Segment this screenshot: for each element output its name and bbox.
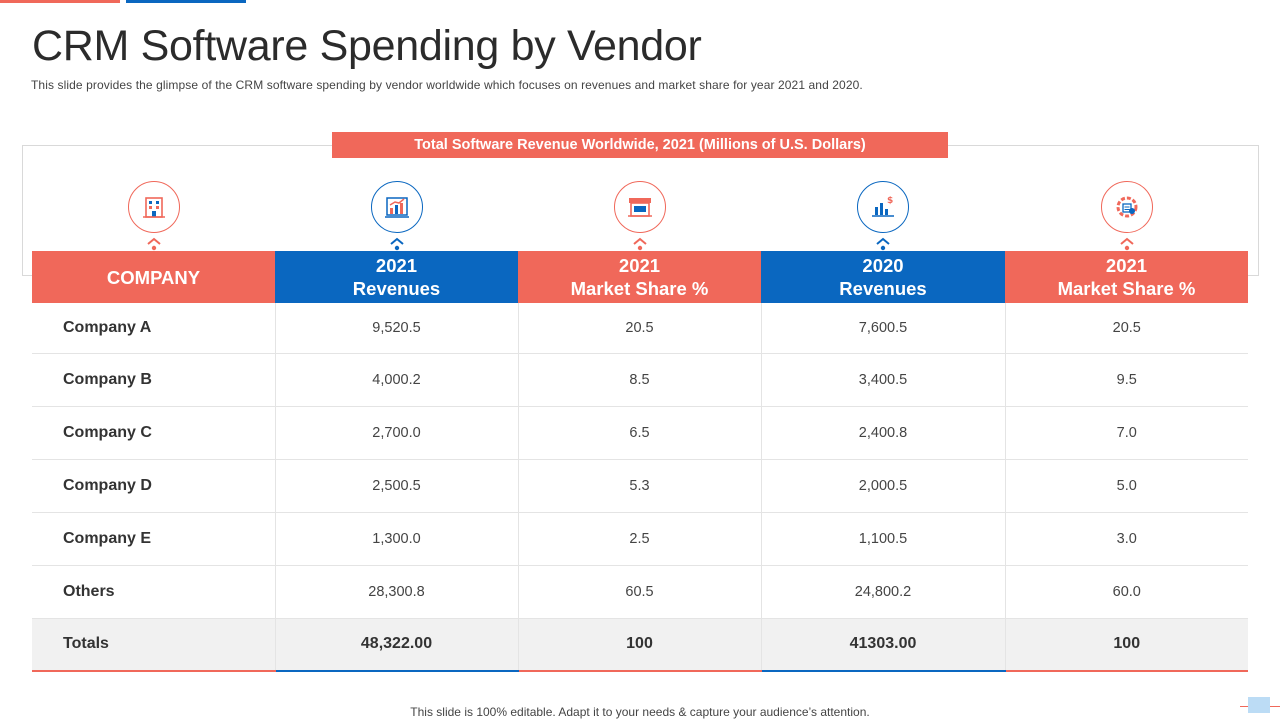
company-cell: Company B xyxy=(32,353,276,407)
rev-2021-cell: 1,300.0 xyxy=(275,512,519,566)
total-share-2021-cell: 100 xyxy=(518,618,762,672)
corner-accent-box xyxy=(1248,697,1270,713)
chart-growth-icon xyxy=(371,181,423,233)
rev-2021-cell: 28,300.8 xyxy=(275,565,519,619)
share-2021-cell: 8.5 xyxy=(518,353,762,407)
icon-group-2021-market-share-b xyxy=(1101,181,1153,253)
share-2021b-cell: 7.0 xyxy=(1005,406,1248,460)
share-2021b-cell: 3.0 xyxy=(1005,512,1248,566)
rev-2020-cell: 2,400.8 xyxy=(761,406,1006,460)
total-share-2021b-cell: 100 xyxy=(1005,618,1248,672)
table-row: Company B 4,000.2 8.5 3,400.5 9.5 xyxy=(32,353,1248,407)
icon-group-2020-revenues: $ xyxy=(857,181,909,253)
share-2021b-cell: 5.0 xyxy=(1005,459,1248,513)
icon-group-company xyxy=(128,181,180,253)
table-row: Others 28,300.8 60.5 24,800.2 60.0 xyxy=(32,565,1248,619)
rev-2021-cell: 4,000.2 xyxy=(275,353,519,407)
storefront-icon xyxy=(614,181,666,233)
table-row: Company A 9,520.5 20.5 7,600.5 20.5 xyxy=(32,303,1248,354)
share-2021b-cell: 60.0 xyxy=(1005,565,1248,619)
chevron-up-icon xyxy=(876,237,890,251)
table-row: Company C 2,700.0 6.5 2,400.8 7.0 xyxy=(32,406,1248,460)
building-icon xyxy=(128,181,180,233)
total-rev-2020-cell: 41303.00 xyxy=(761,618,1006,672)
rev-2020-cell: 2,000.5 xyxy=(761,459,1006,513)
slide-title: CRM Software Spending by Vendor xyxy=(32,22,702,70)
share-2021-cell: 2.5 xyxy=(518,512,762,566)
totals-label-cell: Totals xyxy=(32,618,276,672)
share-2021-cell: 20.5 xyxy=(518,303,762,354)
column-header-2021-market-share-b: 2021 Market Share % xyxy=(1005,251,1248,303)
top-accent-bar-red xyxy=(0,0,120,3)
rev-2021-cell: 2,700.0 xyxy=(275,406,519,460)
table-row: Company D 2,500.5 5.3 2,000.5 5.0 xyxy=(32,459,1248,513)
vendor-spending-table: COMPANY 2021 Revenues 2021 Market Share … xyxy=(32,251,1248,672)
total-rev-2021-cell: 48,322.00 xyxy=(275,618,519,672)
company-cell: Company D xyxy=(32,459,276,513)
share-2021b-cell: 9.5 xyxy=(1005,353,1248,407)
company-cell: Company E xyxy=(32,512,276,566)
column-header-2021-market-share: 2021 Market Share % xyxy=(518,251,761,303)
table-row: Company E 1,300.0 2.5 1,100.5 3.0 xyxy=(32,512,1248,566)
column-header-company: COMPANY xyxy=(32,251,275,303)
icon-group-2021-market-share xyxy=(614,181,666,253)
top-accent-bar-blue xyxy=(126,0,246,3)
chevron-up-icon xyxy=(1120,237,1134,251)
rev-2021-cell: 9,520.5 xyxy=(275,303,519,354)
column-header-2020-revenues: 2020 Revenues xyxy=(761,251,1005,303)
chevron-up-icon xyxy=(147,237,161,251)
totals-row: Totals 48,322.00 100 41303.00 100 xyxy=(32,618,1248,672)
slide-footer-note: This slide is 100% editable. Adapt it to… xyxy=(410,705,870,719)
gear-report-icon xyxy=(1101,181,1153,233)
column-header-2021-revenues: 2021 Revenues xyxy=(275,251,518,303)
revenue-banner: Total Software Revenue Worldwide, 2021 (… xyxy=(332,132,948,158)
slide-subtitle: This slide provides the glimpse of the C… xyxy=(31,78,863,92)
dollar-bar-chart-icon: $ xyxy=(857,181,909,233)
chevron-up-icon xyxy=(633,237,647,251)
company-cell: Company C xyxy=(32,406,276,460)
table-header-row: COMPANY 2021 Revenues 2021 Market Share … xyxy=(32,251,1248,303)
rev-2020-cell: 24,800.2 xyxy=(761,565,1006,619)
icon-group-2021-revenues xyxy=(371,181,423,253)
share-2021b-cell: 20.5 xyxy=(1005,303,1248,354)
company-cell: Company A xyxy=(32,303,276,354)
rev-2020-cell: 3,400.5 xyxy=(761,353,1006,407)
rev-2021-cell: 2,500.5 xyxy=(275,459,519,513)
share-2021-cell: 5.3 xyxy=(518,459,762,513)
share-2021-cell: 60.5 xyxy=(518,565,762,619)
rev-2020-cell: 1,100.5 xyxy=(761,512,1006,566)
chevron-up-icon xyxy=(390,237,404,251)
svg-text:$: $ xyxy=(887,196,893,206)
company-cell: Others xyxy=(32,565,276,619)
rev-2020-cell: 7,600.5 xyxy=(761,303,1006,354)
share-2021-cell: 6.5 xyxy=(518,406,762,460)
